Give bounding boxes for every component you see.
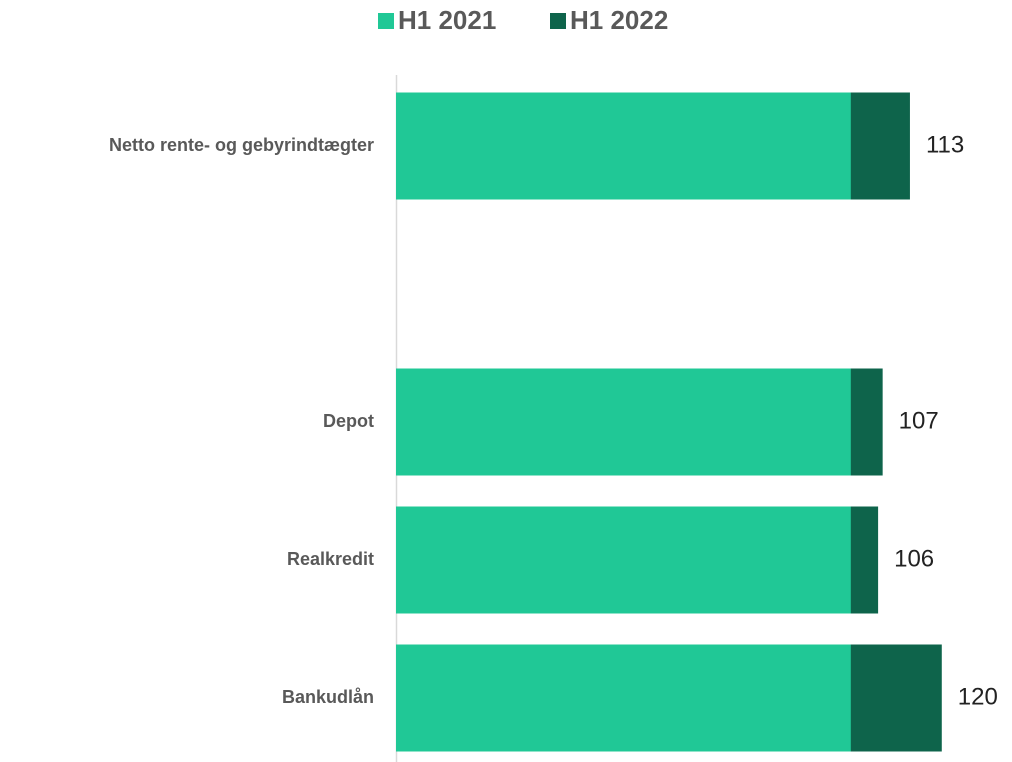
category-label: Bankudlån (282, 687, 374, 707)
legend-swatch (550, 13, 566, 29)
legend-swatch (378, 13, 394, 29)
bar (396, 92, 851, 200)
bar (396, 644, 851, 752)
data-label: 107 (899, 407, 939, 434)
legend-label: H1 2021 (398, 5, 496, 35)
data-label: 120 (958, 683, 998, 710)
category-label: Netto rente- og gebyrindtægter (109, 135, 374, 155)
category-label: Realkredit (287, 549, 374, 569)
legend-label: H1 2022 (570, 5, 668, 35)
bar (396, 368, 851, 476)
data-label: 106 (894, 545, 934, 572)
data-label: 113 (926, 131, 964, 158)
category-label: Depot (323, 411, 374, 431)
bar (396, 506, 851, 614)
